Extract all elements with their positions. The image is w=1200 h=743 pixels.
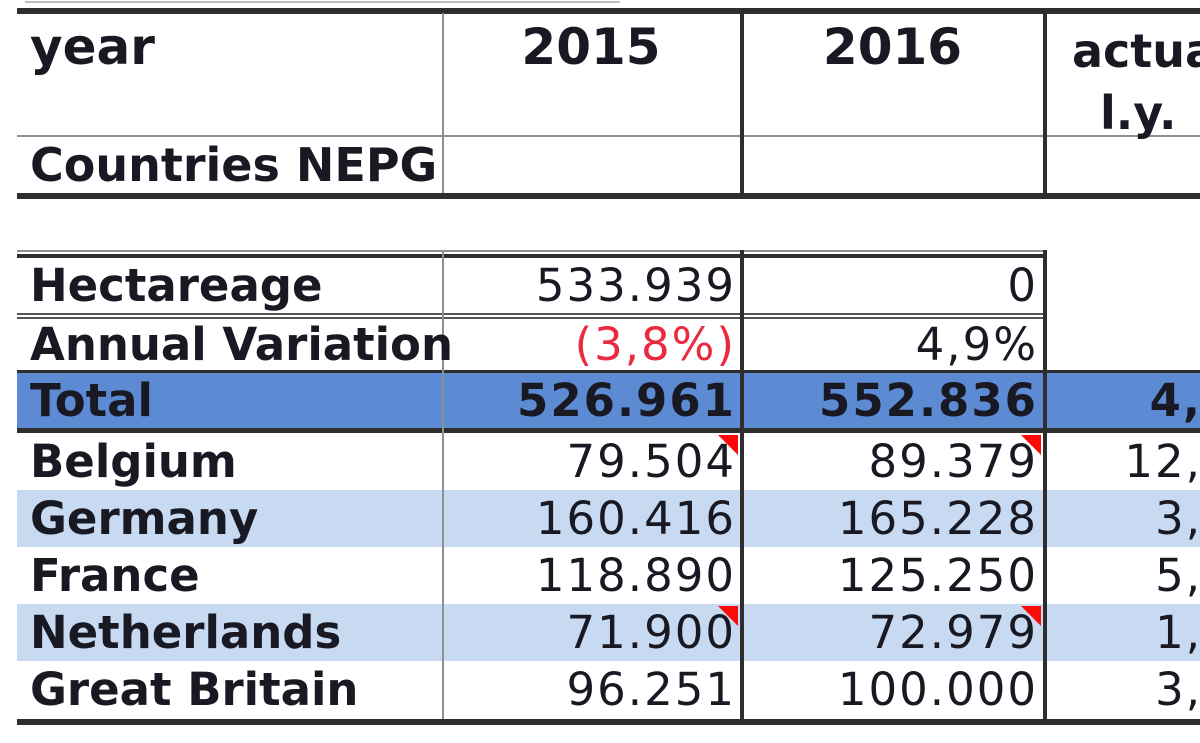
- row-label: Great Britain: [30, 663, 359, 716]
- data-divider-labels: [442, 250, 444, 719]
- table-row-total: Total 526.961 552.836 4,: [17, 373, 1200, 428]
- col-header-2015: 2015: [521, 18, 661, 76]
- table-row-netherlands: Netherlands 71.900 72.979 1,: [17, 604, 1200, 661]
- cell-germany-2015: 160.416: [535, 492, 736, 545]
- col-header-actual-ly-line2: l.y.: [1100, 86, 1177, 140]
- total-row-bottom-border: [17, 428, 1200, 433]
- cropped-top-grid-line: [25, 1, 620, 3]
- cell-great-britain-2015: 96.251: [566, 663, 736, 716]
- countries-nepg-header-cell: Countries NEPG: [30, 138, 438, 192]
- row-label: Annual Variation: [30, 318, 453, 371]
- header-divider-2016-actual: [1043, 8, 1047, 199]
- section-top-border: [17, 254, 1045, 258]
- hectareage-bottom-border-1: [17, 313, 1045, 315]
- cell-total-actual-ly: 4,: [1149, 374, 1200, 427]
- row-label: Netherlands: [30, 606, 342, 659]
- header-bottom-border: [17, 193, 1200, 199]
- col-header-2016: 2016: [822, 18, 963, 76]
- cell-annual-variation-2016: 4,9%: [915, 318, 1038, 371]
- cell-france-actual-ly: 5,: [1155, 549, 1200, 602]
- comment-marker-icon: [718, 606, 738, 626]
- header-middle-border: [17, 135, 1200, 137]
- cell-hectareage-2015: 533.939: [535, 259, 736, 312]
- total-row-top-border: [17, 370, 1200, 373]
- netherlands-row-banding: [17, 604, 1200, 661]
- germany-row-banding: [17, 490, 1200, 547]
- data-divider-2016-actual: [1043, 250, 1047, 719]
- table-bottom-border: [17, 719, 1200, 725]
- year-header-cell: year: [30, 18, 155, 76]
- row-label: Total: [30, 374, 153, 427]
- comment-marker-icon: [1021, 435, 1041, 455]
- row-label: France: [30, 549, 200, 602]
- cell-germany-actual-ly: 3,: [1155, 492, 1200, 545]
- total-row-highlight: [17, 373, 1200, 430]
- cell-france-2015: 118.890: [535, 549, 736, 602]
- section-top-border-light: [17, 250, 1045, 252]
- row-label: Germany: [30, 492, 259, 545]
- cell-germany-2016: 165.228: [837, 492, 1038, 545]
- data-divider-2015-2016: [740, 250, 744, 719]
- cell-netherlands-2016: 72.979: [868, 606, 1038, 659]
- row-label: Hectareage: [30, 259, 323, 312]
- cell-belgium-2015: 79.504: [566, 435, 736, 488]
- row-label: Belgium: [30, 435, 237, 488]
- table-row-france: France 118.890 125.250 5,: [17, 547, 1200, 604]
- col-header-actual-ly-line1: actual: [1072, 24, 1200, 78]
- table-row-great-britain: Great Britain 96.251 100.000 3,: [17, 661, 1200, 719]
- comment-marker-icon: [1021, 606, 1041, 626]
- cell-great-britain-actual-ly: 3,: [1155, 663, 1200, 716]
- cell-france-2016: 125.250: [837, 549, 1038, 602]
- header-divider-2015-2016: [740, 8, 744, 199]
- table-row-annual-variation: Annual Variation (3,8%) 4,9%: [17, 320, 1200, 370]
- header-divider-labels: [442, 13, 444, 193]
- table-row-germany: Germany 160.416 165.228 3,: [17, 490, 1200, 547]
- hectareage-bottom-border-2: [17, 317, 1045, 319]
- table-row-belgium: Belgium 79.504 89.379 12,: [17, 433, 1200, 490]
- header-top-border: [17, 8, 1200, 14]
- cell-total-2015: 526.961: [517, 374, 736, 427]
- cell-netherlands-2015: 71.900: [566, 606, 736, 659]
- cell-belgium-2016: 89.379: [868, 435, 1038, 488]
- cell-total-2016: 552.836: [819, 374, 1038, 427]
- cell-hectareage-2016: 0: [1007, 259, 1038, 312]
- cell-annual-variation-2015: (3,8%): [574, 318, 736, 371]
- table-row-hectareage: Hectareage 533.939 0: [17, 258, 1200, 313]
- cell-belgium-actual-ly: 12,: [1124, 435, 1200, 488]
- comment-marker-icon: [718, 435, 738, 455]
- cell-netherlands-actual-ly: 1,: [1155, 606, 1200, 659]
- cell-great-britain-2016: 100.000: [837, 663, 1038, 716]
